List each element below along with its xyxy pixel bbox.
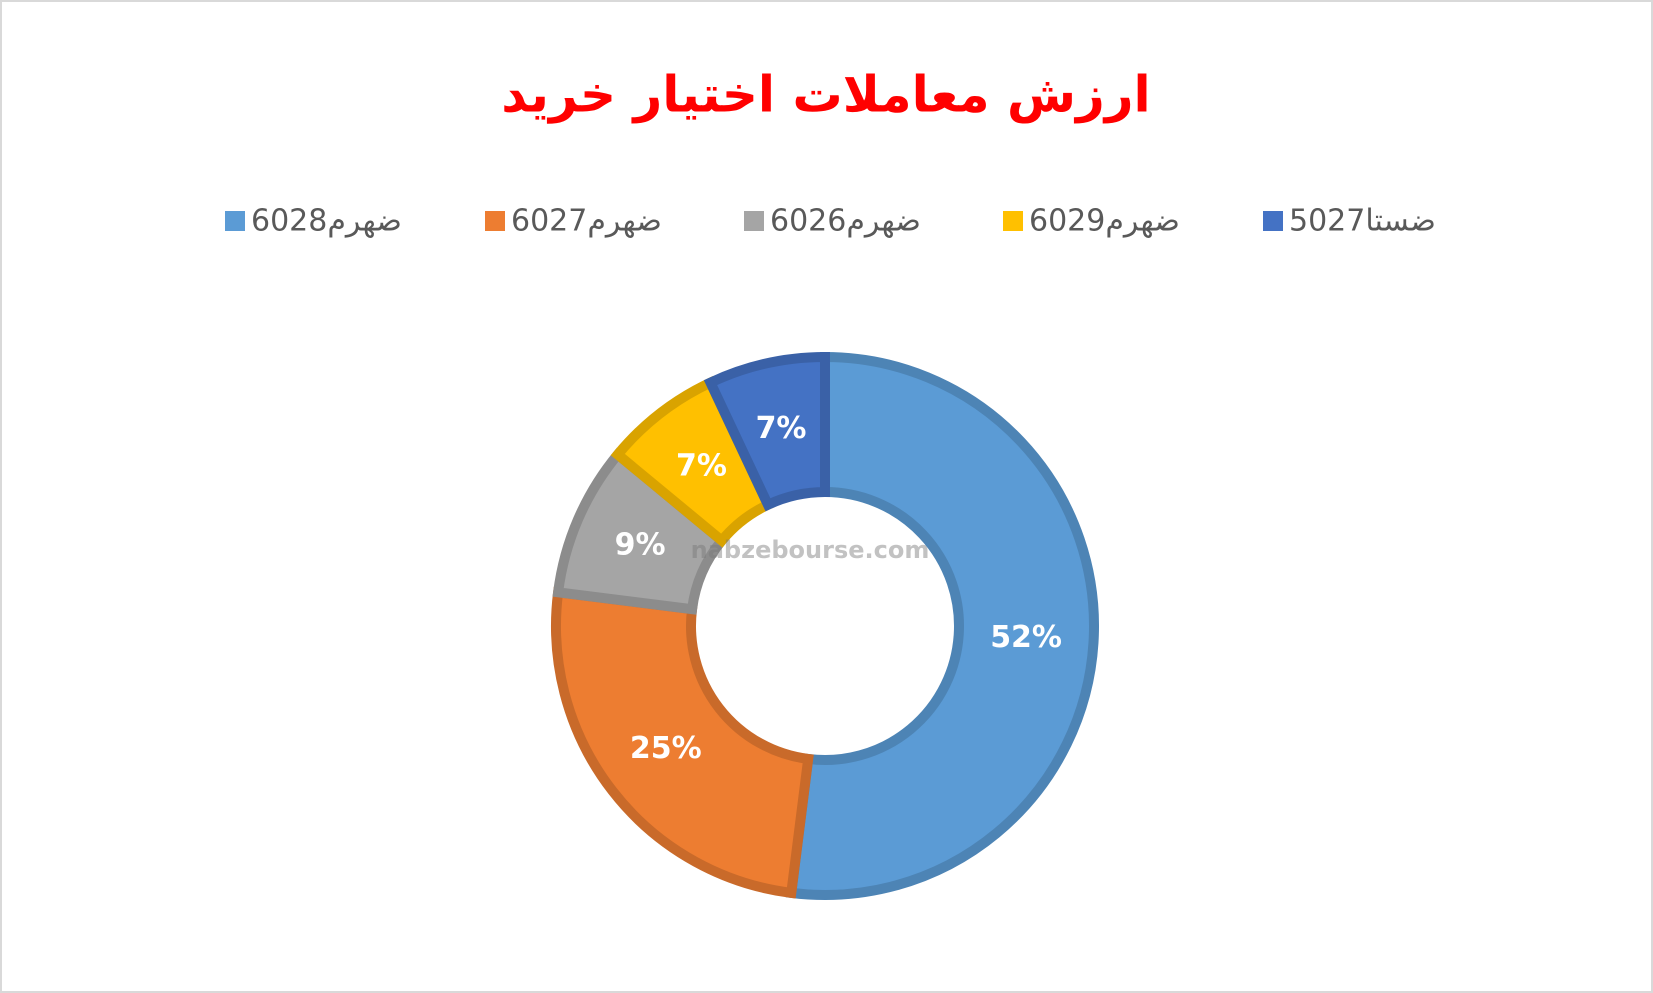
legend-label: ضهرم6027 <box>511 204 662 239</box>
data-label: 9% <box>615 527 666 562</box>
legend-swatch <box>1263 211 1283 231</box>
legend-swatch <box>1003 211 1023 231</box>
legend-label: ضستا5027 <box>1289 204 1436 239</box>
watermark: nabzebourse.com <box>691 536 930 564</box>
donut-slice <box>551 586 814 899</box>
legend-swatch <box>744 211 764 231</box>
donut-slice <box>785 351 1099 900</box>
data-label: 7% <box>756 411 807 446</box>
data-label: 25% <box>630 731 702 766</box>
legend-label: ضهرم6028 <box>251 204 402 239</box>
data-label: 52% <box>990 620 1062 655</box>
legend-label: ضهرم6029 <box>1029 204 1180 239</box>
legend-label: ضهرم6026 <box>770 204 921 239</box>
legend-swatch <box>225 211 245 231</box>
legend-swatch <box>485 211 505 231</box>
donut-slice <box>703 351 830 512</box>
data-label: 7% <box>676 448 727 483</box>
chart-title: ارزش معاملات اختیار خرید <box>501 66 1150 125</box>
